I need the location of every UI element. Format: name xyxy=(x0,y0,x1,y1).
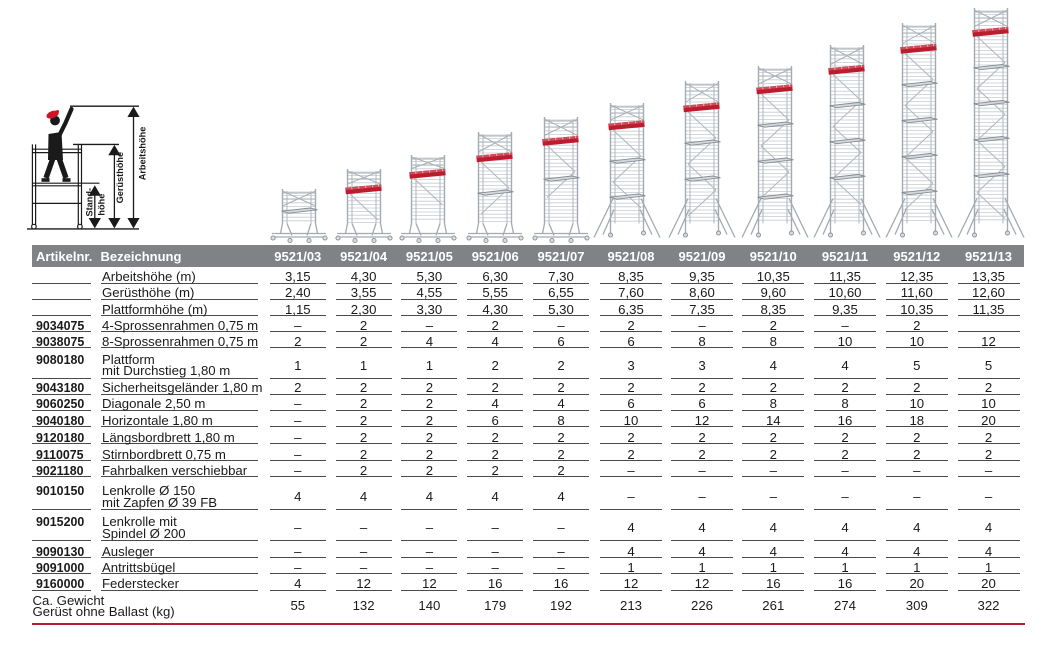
svg-text:höhe: höhe xyxy=(96,194,106,216)
svg-text:Arbeitshöhe: Arbeitshöhe xyxy=(137,127,147,181)
svg-text:Gerüsthöhe: Gerüsthöhe xyxy=(115,152,125,204)
svg-text:Stand-: Stand- xyxy=(85,188,95,217)
